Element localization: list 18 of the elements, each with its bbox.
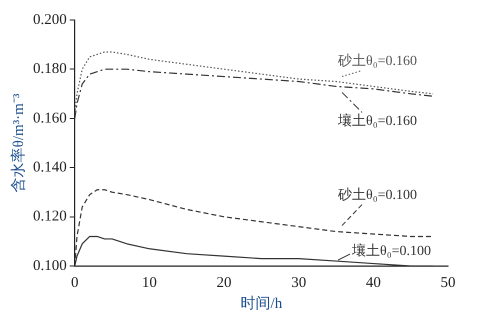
x-tick-label: 10 xyxy=(142,274,157,291)
x-axis-title: 时间/h xyxy=(240,294,283,312)
y-tick-label: 0.160 xyxy=(33,110,67,126)
y-tick-label: 0.120 xyxy=(33,208,67,225)
y-tick-label: 0.180 xyxy=(33,61,67,78)
x-tick-label: 30 xyxy=(291,274,306,291)
x-tick-label: 50 xyxy=(440,274,456,291)
x-tick-label: 20 xyxy=(216,274,232,291)
y-tick-label: 0.140 xyxy=(33,160,67,176)
y-tick-label: 0.100 xyxy=(33,258,67,274)
series-label: 壤土θ₀=0.160 xyxy=(337,113,418,130)
x-tick-label: 40 xyxy=(366,274,381,291)
series-label: 砂土θ₀=0.160 xyxy=(337,53,418,70)
y-tick-label: 0.200 xyxy=(33,12,67,28)
y-axis-title: 含水率θ/m³·m⁻³ xyxy=(10,93,27,192)
x-tick-label: 0 xyxy=(71,274,78,291)
legend-label: 壤土θ₀=0.100 xyxy=(351,242,432,259)
text: 砂土θ₀=0.100 xyxy=(337,187,418,204)
